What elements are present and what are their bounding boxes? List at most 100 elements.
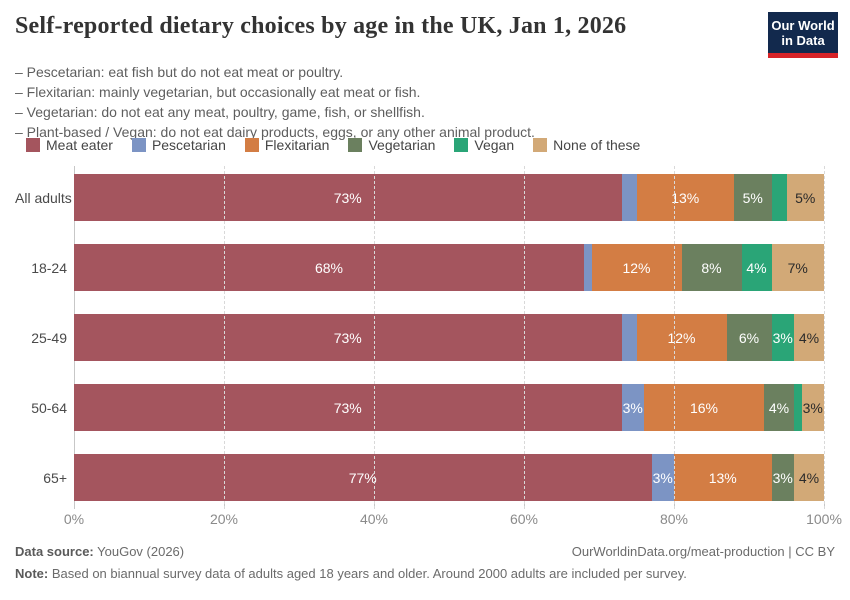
segment-value-label: 4% — [798, 469, 820, 486]
bar-row: 18-24 68% 12% 8% 4% 7% — [15, 244, 824, 291]
bar-segment-vegetarian[interactable]: 8% — [681, 244, 742, 291]
x-tick-mark — [374, 501, 375, 508]
legend-swatch-icon — [454, 138, 469, 152]
segment-value-label: 13% — [671, 189, 700, 206]
subtitle-line-pescetarian: – Pescetarian: eat fish but do not eat m… — [15, 64, 344, 80]
page-title: Self-reported dietary choices by age in … — [15, 13, 627, 39]
bar-row: 65+ 77% 3% 13% 3% 4% — [15, 454, 824, 501]
category-label: 18-24 — [31, 259, 67, 276]
bar-segment-meat-eater[interactable]: 73% — [74, 174, 622, 221]
legend-item-flexitarian[interactable]: Flexitarian — [244, 137, 329, 153]
segment-value-label: 5% — [742, 189, 763, 206]
segment-value-label: 4% — [798, 329, 820, 346]
legend-swatch-icon — [533, 138, 548, 152]
bar-segment-flexitarian[interactable]: 12% — [636, 314, 727, 361]
legend-swatch-icon — [348, 138, 363, 152]
bar-segment-none-of-these[interactable]: 5% — [786, 174, 824, 221]
x-tick-label: 20% — [209, 511, 239, 527]
note-label: Note: — [15, 566, 49, 581]
bar-segment-vegan[interactable]: 4% — [741, 244, 772, 291]
legend-item-pescetarian[interactable]: Pescetarian — [131, 137, 226, 153]
x-tick-mark — [524, 501, 525, 508]
bar-segment-meat-eater[interactable]: 77% — [74, 454, 652, 501]
chart-subtitle: – Pescetarian: eat fish but do not eat m… — [15, 62, 535, 142]
bar-row: All adults 73% 13% 5% 5% — [15, 174, 824, 221]
legend-label: Vegetarian — [368, 137, 436, 153]
bar-segment-vegetarian[interactable]: 3% — [771, 454, 794, 501]
segment-value-label: 3% — [802, 399, 823, 416]
stacked-bar-chart: All adults 73% 13% 5% 5% 18-24 68% 12% 8% 4% 7% 25-… — [15, 166, 842, 540]
x-tick-mark — [674, 501, 675, 508]
bar-segment-none-of-these[interactable]: 4% — [794, 314, 824, 361]
owid-logo[interactable]: Our World in Data — [768, 12, 838, 58]
x-tick-label: 80% — [659, 511, 689, 527]
owid-logo-line1: Our World — [771, 18, 835, 33]
bar-segment-vegetarian[interactable]: 5% — [734, 174, 772, 221]
segment-value-label: 4% — [768, 399, 790, 416]
owid-url-link[interactable]: OurWorldinData.org/meat-production | CC … — [571, 544, 835, 559]
bar-segment-none-of-these[interactable]: 4% — [794, 454, 824, 501]
segment-value-label: 3% — [772, 469, 793, 486]
legend-swatch-icon — [244, 138, 259, 152]
bar-segment-pescetarian[interactable] — [584, 244, 592, 291]
subtitle-line-vegan: – Plant-based / Vegan: do not eat dairy … — [15, 124, 535, 140]
bar-segment-pescetarian[interactable]: 3% — [621, 384, 644, 431]
bar-segment-flexitarian[interactable]: 13% — [636, 174, 734, 221]
subtitle-line-vegetarian: – Vegetarian: do not eat any meat, poult… — [15, 104, 425, 120]
legend-swatch-icon — [131, 138, 146, 152]
x-tick-label: 40% — [359, 511, 389, 527]
segment-value-label: 7% — [787, 259, 808, 276]
x-axis: 0% 20% 40% 60% 80% 100% — [64, 501, 842, 540]
bar-segment-pescetarian[interactable] — [621, 174, 637, 221]
bar-track: 73% 3% 16% 4% 3% — [74, 384, 824, 431]
legend-label: Pescetarian — [151, 137, 226, 153]
segment-value-label: 16% — [689, 399, 719, 416]
legend-item-none-of-these[interactable]: None of these — [533, 137, 640, 153]
bar-track: 77% 3% 13% 3% 4% — [74, 454, 824, 501]
segment-value-label: 77% — [348, 469, 377, 486]
data-source-label: Data source: — [15, 544, 94, 559]
legend-item-meat-eater[interactable]: Meat eater — [26, 137, 113, 153]
data-source-value: YouGov (2026) — [97, 544, 185, 559]
bar-segment-flexitarian[interactable]: 13% — [674, 454, 772, 501]
bar-segment-meat-eater[interactable]: 68% — [74, 244, 584, 291]
segment-value-label: 68% — [314, 259, 344, 276]
bar-segment-vegan[interactable] — [771, 174, 787, 221]
bar-segment-flexitarian[interactable]: 16% — [644, 384, 764, 431]
x-tick-mark — [224, 501, 225, 508]
category-label: 50-64 — [31, 399, 67, 416]
data-source: Data source: YouGov (2026) — [15, 544, 184, 559]
chart-rows: All adults 73% 13% 5% 5% 18-24 68% 12% 8% 4% 7% 25-… — [15, 174, 824, 501]
bar-segment-meat-eater[interactable]: 73% — [74, 314, 622, 361]
bar-track: 73% 13% 5% 5% — [74, 174, 824, 221]
bar-row: 25-49 73% 12% 6% 3% 4% — [15, 314, 824, 361]
footer-source-row: Data source: YouGov (2026) OurWorldinDat… — [15, 544, 835, 559]
legend-swatch-icon — [26, 138, 40, 152]
segment-value-label: 12% — [622, 259, 651, 276]
segment-value-label: 4% — [746, 259, 767, 276]
segment-value-label: 3% — [652, 469, 673, 486]
x-tick-mark — [74, 501, 75, 508]
bar-segment-meat-eater[interactable]: 73% — [74, 384, 622, 431]
x-tick-mark — [824, 501, 825, 508]
bar-segment-none-of-these[interactable]: 3% — [801, 384, 824, 431]
bar-segment-none-of-these[interactable]: 7% — [771, 244, 824, 291]
bar-segment-pescetarian[interactable]: 3% — [651, 454, 674, 501]
category-label: All adults — [15, 189, 72, 206]
legend-item-vegan[interactable]: Vegan — [454, 137, 514, 153]
bar-segment-flexitarian[interactable]: 12% — [591, 244, 682, 291]
category-label: 25-49 — [31, 329, 67, 346]
owid-logo-line2: in Data — [781, 33, 825, 48]
bar-segment-vegan[interactable] — [794, 384, 802, 431]
bar-segment-vegetarian[interactable]: 6% — [726, 314, 772, 361]
bar-row: 50-64 73% 3% 16% 4% 3% — [15, 384, 824, 431]
segment-value-label: 3% — [622, 399, 643, 416]
bar-segment-pescetarian[interactable] — [621, 314, 637, 361]
bar-track: 73% 12% 6% 3% 4% — [74, 314, 824, 361]
bar-segment-vegetarian[interactable]: 4% — [764, 384, 794, 431]
segment-value-label: 6% — [738, 329, 760, 346]
segment-value-label: 3% — [772, 329, 793, 346]
bar-segment-vegan[interactable]: 3% — [771, 314, 794, 361]
legend-label: Meat eater — [46, 137, 113, 153]
legend-item-vegetarian[interactable]: Vegetarian — [348, 137, 435, 153]
